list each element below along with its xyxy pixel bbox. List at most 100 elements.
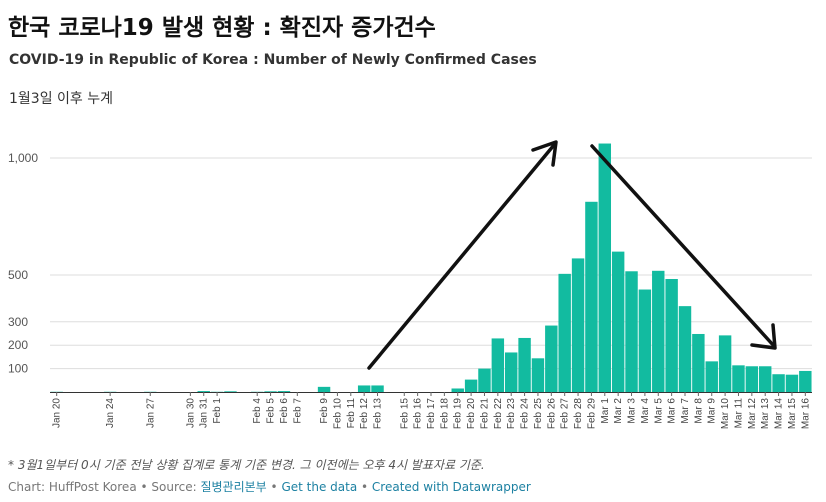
bar [772,374,785,392]
separator: • [136,480,152,494]
x-tick-label: Jan 20 [52,398,63,428]
x-tick-label: Mar 10 [720,398,731,430]
bar [451,388,464,392]
x-tick-label: Feb 6 [279,398,290,424]
bar [224,391,237,392]
x-tick-label: Feb 19 [453,398,464,430]
x-tick-label: Mar 5 [653,398,664,424]
y-tick-label: 300 [8,315,28,329]
x-tick-label: Feb 17 [426,398,437,430]
x-tick-label: Mar 2 [613,398,624,424]
bar-chart: 100 200 300 500 1,000 Jan 20 Jan 24 Jan 27 Jan 3… [8,140,812,430]
x-tick-label: Feb 23 [506,398,517,430]
footnote: * 3월1일부터 0시 기준 전날 상황 집계로 통계 기준 변경. 그 이전에… [8,458,485,472]
bar [264,391,277,392]
chart-note: 1월3일 이후 누계 [9,91,113,107]
x-tick-label: Feb 21 [479,398,490,430]
chart-credit: Chart: HuffPost Korea [8,480,137,494]
x-tick-label: Mar 14 [774,398,785,430]
x-tick-label: Feb 13 [373,398,384,430]
x-tick-label: Mar 1 [600,398,611,424]
bar [478,368,491,392]
chart-title: 한국 코로나19 발생 현황 : 확진자 증가건수 [8,15,436,41]
bar [785,374,799,392]
bar [464,379,478,392]
x-tick-label: Feb 5 [266,398,277,424]
credits: Chart: HuffPost Korea • Source: 질병관리본부 •… [8,478,531,495]
x-tick-label: Mar 6 [667,398,678,424]
down-arrow [590,144,776,348]
x-tick-label: Mar 13 [760,398,771,430]
x-tick-label: Feb 1 [212,398,223,424]
bar [504,352,518,392]
bar [531,358,545,392]
y-tick-label: 200 [8,338,28,352]
bar [571,258,585,392]
bar [558,273,571,392]
x-tick-label: Feb 10 [332,398,343,430]
x-tick-label: Mar 16 [800,398,811,430]
x-tick-label: Feb 9 [319,398,330,424]
x-tick-label: Jan 27 [145,398,156,428]
x-tick-label: Mar 7 [680,398,691,424]
y-tick-label: 1,000 [8,151,38,165]
bar [652,270,665,392]
x-tick-label: Feb 26 [546,398,557,430]
x-tick-label: Feb 15 [399,398,410,430]
bar [611,251,625,392]
bar [197,391,210,392]
x-tick-label: Mar 15 [787,398,798,430]
bar [638,289,652,392]
bar [799,370,812,392]
x-tick-label: Feb 7 [292,398,303,424]
bar [518,337,531,392]
bar [491,338,505,392]
bar [585,201,598,392]
x-tick-label: Mar 11 [733,398,744,429]
up-arrow [367,143,556,370]
bar [625,271,638,392]
chart-subtitle: COVID-19 in Republic of Korea : Number o… [9,52,537,68]
bar [317,386,331,392]
x-tick-label: Feb 12 [359,398,370,430]
up-arrow-head [531,140,558,167]
x-tick-label: Jan 30 [185,398,196,428]
bar [692,333,705,392]
x-tick-label: Feb 16 [413,398,424,430]
bar [732,365,745,392]
x-tick-label: Feb 22 [493,398,504,430]
x-tick-label: Feb 27 [560,398,571,430]
bar [665,278,678,392]
x-tick-label: Feb 4 [252,398,263,424]
x-tick-label: Mar 12 [747,398,758,430]
bar [357,385,371,392]
bar [545,325,558,392]
x-tick-label: Feb 29 [586,398,597,430]
source-label: Source: [151,480,201,494]
x-tick-label: Mar 8 [693,398,704,424]
x-tick-label: Feb 24 [520,398,531,430]
bar [718,335,732,392]
get-data-link[interactable]: Get the data [281,480,358,494]
separator: • [266,480,282,494]
source-link[interactable]: 질병관리본부 [200,480,267,494]
bar [598,143,612,392]
y-tick-label: 500 [8,268,28,282]
x-tick-label: Jan 31 [199,398,210,428]
bar [758,366,772,392]
y-tick-label: 100 [8,362,28,376]
x-tick-label: Feb 20 [466,398,477,430]
x-tick-label: Feb 25 [533,398,544,430]
x-tick-label: Feb 28 [573,398,584,430]
bar [371,385,384,392]
x-tick-label: Jan 24 [105,398,116,428]
down-arrow-head [750,323,777,350]
bar [705,361,718,392]
x-tick-label: Mar 4 [640,398,651,424]
bar [678,306,692,392]
x-tick-label: Mar 3 [627,398,638,424]
bar [745,366,759,392]
separator: • [357,480,372,494]
datawrapper-link[interactable]: Created with Datawrapper [371,480,531,494]
x-tick-label: Feb 11 [346,398,357,429]
